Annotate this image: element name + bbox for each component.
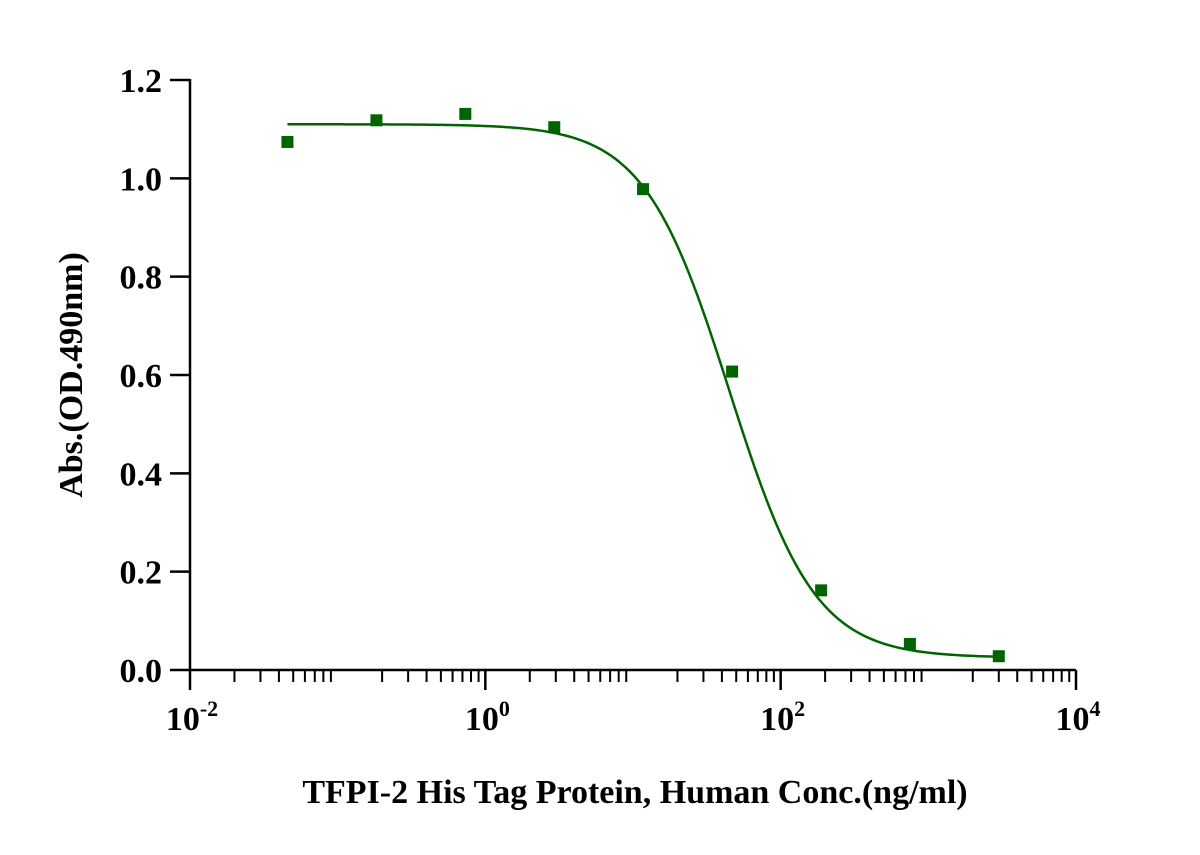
y-tick-label: 1.0 [120, 161, 163, 198]
data-point [726, 365, 739, 378]
x-tick-label: 102 [760, 696, 805, 738]
x-axis-title: TFPI-2 His Tag Protein, Human Conc.(ng/m… [302, 774, 967, 811]
y-tick-label: 1.2 [120, 63, 163, 100]
y-tick-label: 0.4 [120, 456, 163, 493]
fit-curve [287, 123, 999, 658]
data-point [459, 107, 472, 120]
data-point [281, 135, 294, 148]
x-tick-label: 100 [465, 696, 510, 738]
data-point [370, 114, 383, 127]
data-point [903, 637, 916, 650]
data-point [637, 183, 650, 196]
x-tick-label: 104 [1056, 696, 1101, 738]
data-point [992, 650, 1005, 663]
x-tick-label: 10-2 [166, 696, 218, 738]
y-tick-label: 0.2 [120, 555, 163, 592]
data-point [815, 584, 828, 597]
y-tick-label: 0.8 [120, 260, 163, 297]
data-point [548, 121, 561, 134]
y-tick-label: 0.6 [120, 358, 163, 395]
y-axis-title: Abs.(OD.490nm) [53, 252, 90, 498]
plot-area: 0.0 0.2 0.4 0.6 0.8 1.0 1.2 10-2 100 102 104 [120, 63, 1101, 738]
y-tick-label: 0.0 [120, 653, 163, 690]
